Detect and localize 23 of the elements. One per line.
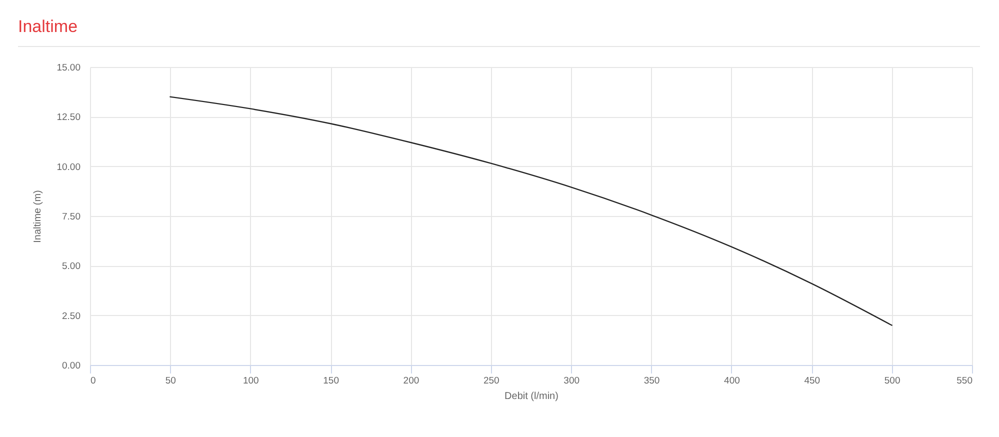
- y-tick-label: 10.00: [56, 162, 80, 173]
- y-tick-label: 5.00: [62, 261, 80, 272]
- x-tick-label: 50: [165, 376, 176, 386]
- x-tick-label: 250: [483, 376, 500, 386]
- x-tick-label: 400: [724, 376, 740, 386]
- y-tick-label: 15.00: [56, 62, 80, 74]
- x-tick-label: 450: [804, 376, 820, 386]
- x-axis-title: Debit (l/min): [504, 391, 558, 402]
- y-axis-title: Inaltime (m): [32, 190, 44, 243]
- y-tick-label: 2.50: [62, 310, 80, 322]
- x-tick-label: 500: [884, 376, 900, 386]
- x-tick-label: 0: [90, 376, 96, 386]
- chart-title: Inaltime: [18, 17, 78, 36]
- x-tick-label: 300: [564, 376, 580, 386]
- line-series: [170, 96, 892, 326]
- y-tick-label: 12.50: [56, 112, 80, 124]
- x-tick-label: 350: [644, 376, 660, 386]
- y-tick-label: 0.00: [62, 360, 80, 372]
- x-tick-label: 150: [323, 376, 339, 386]
- x-tick-label: 550: [956, 376, 972, 386]
- x-tick-label: 200: [403, 376, 420, 386]
- y-tick-label: 7.50: [62, 212, 80, 222]
- x-tick-label: 100: [242, 376, 259, 386]
